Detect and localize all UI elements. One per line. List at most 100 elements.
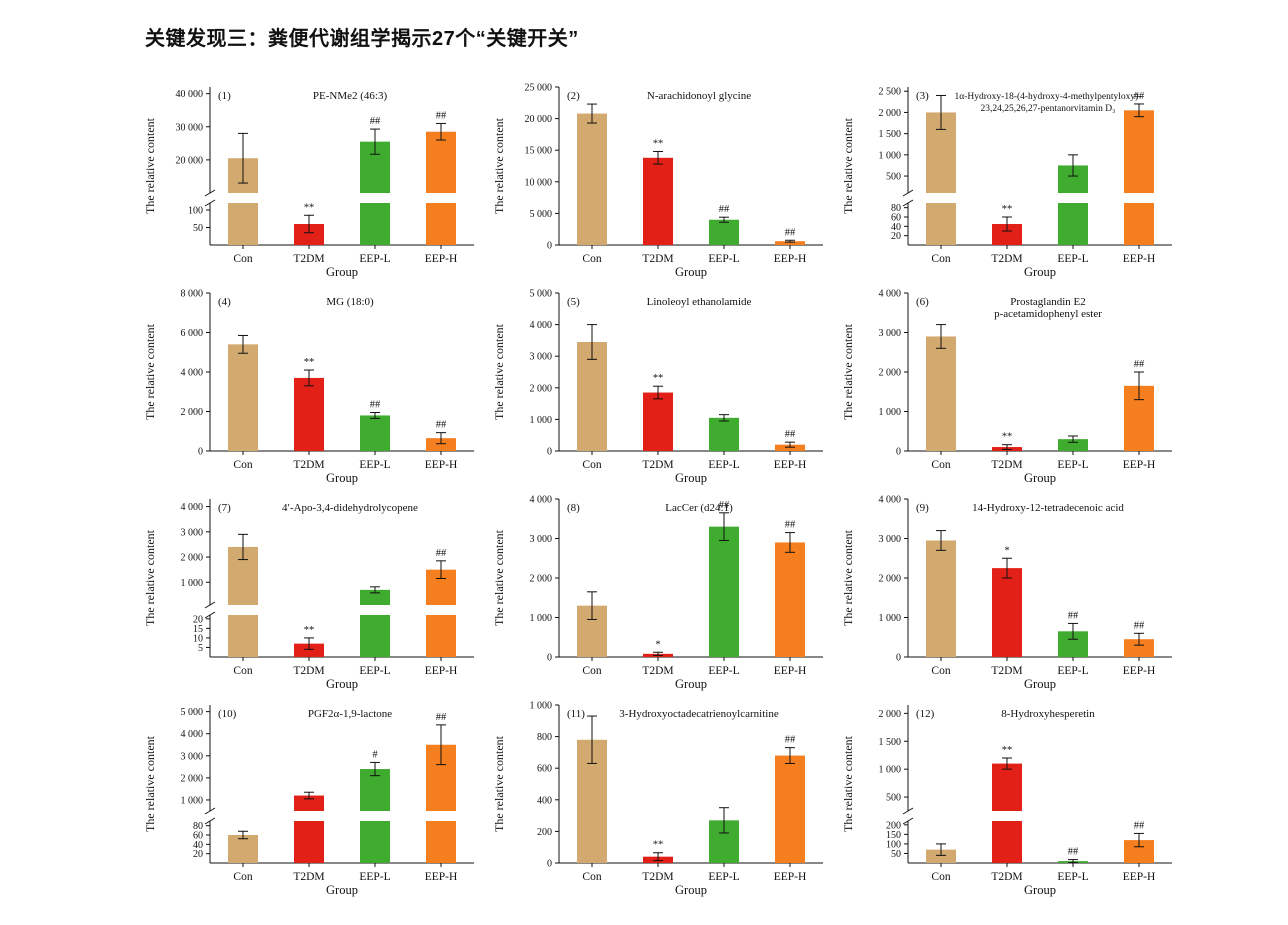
y-tick-label: 40 — [193, 840, 203, 851]
chart-index: (7) — [218, 502, 231, 514]
chart-title: 8-Hydroxyhesperetin — [1001, 708, 1095, 720]
y-axis-title: The relative content — [143, 735, 157, 832]
sig-label: ** — [653, 373, 664, 384]
y-tick-label: 0 — [547, 859, 552, 870]
bar-EEP-H — [775, 241, 805, 245]
x-axis-title: Group — [326, 471, 358, 485]
y-tick-label: 100 — [886, 839, 901, 850]
x-axis-title: Group — [326, 265, 358, 279]
y-tick-label: 60 — [891, 213, 901, 224]
y-tick-label: 150 — [886, 830, 901, 841]
x-tick-label: T2DM — [991, 459, 1022, 471]
y-axis-title: The relative content — [841, 323, 855, 420]
sig-label: ## — [370, 116, 381, 127]
x-tick-label: EEP-H — [774, 665, 807, 677]
chart-title: 14-Hydroxy-12-tetradecenoic acid — [972, 502, 1124, 514]
sig-label: ** — [1002, 432, 1013, 443]
bar-T2DM — [294, 643, 324, 657]
y-tick-label: 200 — [537, 827, 552, 838]
y-tick-label: 5 000 — [181, 707, 204, 718]
y-tick-label: 3 000 — [530, 352, 553, 363]
x-tick-label: EEP-L — [359, 253, 390, 265]
x-tick-label: T2DM — [991, 253, 1022, 265]
y-tick-label: 500 — [886, 172, 901, 183]
y-tick-label: 20 — [193, 849, 203, 860]
y-tick-label: 3 000 — [879, 328, 902, 339]
x-tick-label: Con — [233, 459, 252, 471]
chart-index: (5) — [567, 296, 580, 308]
bar-lower-EEP-H — [426, 615, 456, 657]
bar-Con — [228, 344, 258, 451]
sig-label: ** — [304, 357, 315, 368]
x-axis-title: Group — [326, 883, 358, 897]
y-axis-title: The relative content — [492, 323, 506, 420]
y-tick-label: 4 000 — [530, 320, 553, 331]
bar-lower-EEP-L — [360, 615, 390, 657]
bar-EEP-H — [1124, 639, 1154, 657]
y-tick-label: 200 — [886, 820, 901, 831]
y-tick-label: 10 000 — [525, 177, 553, 188]
bar-EEP-H — [1124, 840, 1154, 863]
chart-6: The relative content 0 1 000 2 000 3 000 4 00… — [838, 287, 1180, 487]
y-tick-label: 4 000 — [181, 502, 204, 513]
sig-label: * — [1004, 545, 1009, 556]
y-tick-label: 4 000 — [181, 729, 204, 740]
x-tick-label: EEP-H — [425, 459, 458, 471]
page-title: 关键发现三：粪便代谢组学揭示27个“关键开关” — [145, 28, 579, 50]
y-tick-label: 15 — [193, 624, 203, 635]
bar-lower-EEP-H — [426, 821, 456, 863]
axis-break-mark — [902, 817, 914, 825]
x-tick-label: EEP-H — [425, 253, 458, 265]
y-tick-label: 500 — [886, 793, 901, 804]
sig-label: ## — [436, 110, 447, 121]
x-axis-title: Group — [675, 883, 707, 897]
chart-title: 4′-Apo-3,4-didehydrolycopene — [282, 502, 418, 514]
y-tick-label: 20 — [891, 231, 901, 242]
bar-Con — [228, 835, 258, 863]
y-tick-label: 40 — [891, 222, 901, 233]
sig-label: ## — [719, 204, 730, 215]
x-tick-label: Con — [582, 665, 601, 677]
axis-break-mark — [204, 807, 216, 815]
chart-index: (6) — [916, 296, 929, 308]
bar-Con — [926, 336, 956, 451]
x-tick-label: T2DM — [642, 871, 673, 883]
y-tick-label: 3 000 — [181, 751, 204, 762]
y-axis-title: The relative content — [492, 735, 506, 832]
page-header: 关键发现三：粪便代谢组学揭示27个“关键开关” — [0, 0, 1288, 51]
y-tick-label: 15 000 — [525, 146, 553, 157]
chart-title: PE-NMe2 (46:3) — [313, 90, 388, 102]
y-tick-label: 600 — [537, 764, 552, 775]
bar-lower-EEP-L — [360, 203, 390, 245]
y-tick-label: 50 — [891, 849, 901, 860]
y-tick-label: 20 000 — [176, 155, 204, 166]
x-tick-label: EEP-H — [1123, 459, 1156, 471]
y-tick-label: 5 000 — [530, 289, 553, 300]
chart-index: (11) — [567, 708, 585, 720]
y-tick-label: 6 000 — [181, 328, 204, 339]
x-tick-label: EEP-H — [1123, 871, 1156, 883]
bar-T2DM — [294, 795, 324, 811]
axis-break-mark — [204, 199, 216, 207]
bar-EEP-H — [775, 542, 805, 657]
bar-EEP-L — [1058, 439, 1088, 451]
chart-index: (8) — [567, 502, 580, 514]
x-tick-label: EEP-L — [359, 665, 390, 677]
chart-svg: The relative content 0 1 000 2 000 3 000 4 00… — [841, 495, 1172, 691]
y-tick-label: 8 000 — [181, 289, 204, 300]
sig-label: ** — [304, 625, 315, 636]
sig-label: ## — [370, 399, 381, 410]
x-tick-label: EEP-L — [708, 459, 739, 471]
bar-EEP-H — [426, 131, 456, 193]
x-tick-label: EEP-H — [1123, 665, 1156, 677]
y-axis-title: The relative content — [143, 323, 157, 420]
x-tick-label: EEP-L — [708, 871, 739, 883]
chart-title: LacCer (d24:1) — [665, 502, 733, 514]
charts-grid: The relative content 50 100 20 000 30 000 40 … — [140, 81, 1288, 899]
bar-EEP-L — [360, 589, 390, 605]
y-tick-label: 50 — [193, 223, 203, 234]
y-axis-title: The relative content — [143, 529, 157, 626]
x-tick-label: T2DM — [642, 459, 673, 471]
x-tick-label: Con — [233, 871, 252, 883]
